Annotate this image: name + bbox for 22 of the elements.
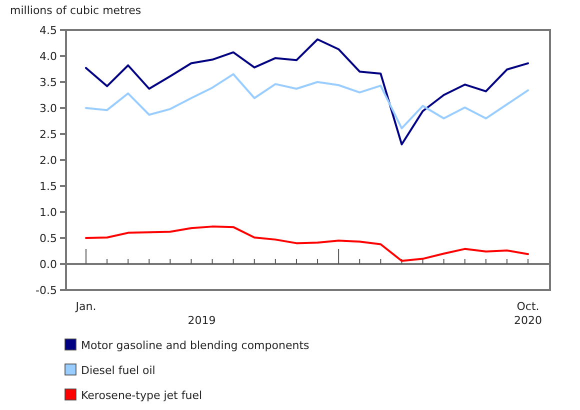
y-tick-label: 4.5 [40, 24, 57, 37]
x-tick-label: Jan. [74, 300, 96, 313]
x-tick-label: Oct. [516, 300, 540, 313]
text: 2019 [188, 314, 216, 327]
legend-label: Diesel fuel oil [81, 364, 156, 377]
y-tick-label: 3.5 [40, 76, 57, 89]
line-series [85, 226, 529, 262]
y-axis-title: millions of cubic metres [10, 4, 142, 17]
y-tick-label: 1.0 [40, 206, 57, 219]
line-series [85, 73, 529, 130]
y-tick-label: 4.0 [40, 50, 57, 63]
line-series [85, 38, 529, 146]
y-tick-label: 1.5 [40, 180, 57, 193]
y-tick-label: 3.0 [40, 102, 57, 115]
y-tick-label: 2.5 [40, 128, 57, 141]
text: 2020 [514, 314, 542, 327]
y-tick-label: 0.5 [40, 232, 57, 245]
y-tick-label: 0.0 [40, 258, 57, 271]
legend-label: Motor gasoline and blending components [81, 338, 310, 352]
y-tick-label: -0.5 [36, 284, 57, 297]
y-tick-label: 2.0 [40, 154, 57, 167]
legend-label: Kerosene-type jet fuel [81, 388, 202, 402]
